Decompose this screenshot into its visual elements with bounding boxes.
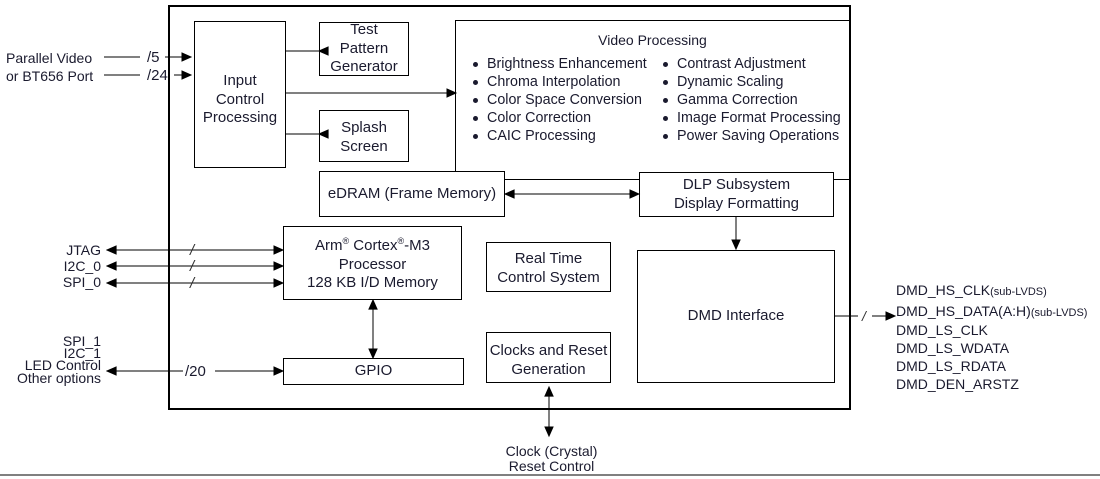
svg-text:/20: /20: [185, 363, 206, 380]
svg-text:/: /: [861, 308, 868, 324]
svg-text:/5: /5: [147, 49, 160, 66]
svg-text:/24: /24: [147, 67, 168, 84]
